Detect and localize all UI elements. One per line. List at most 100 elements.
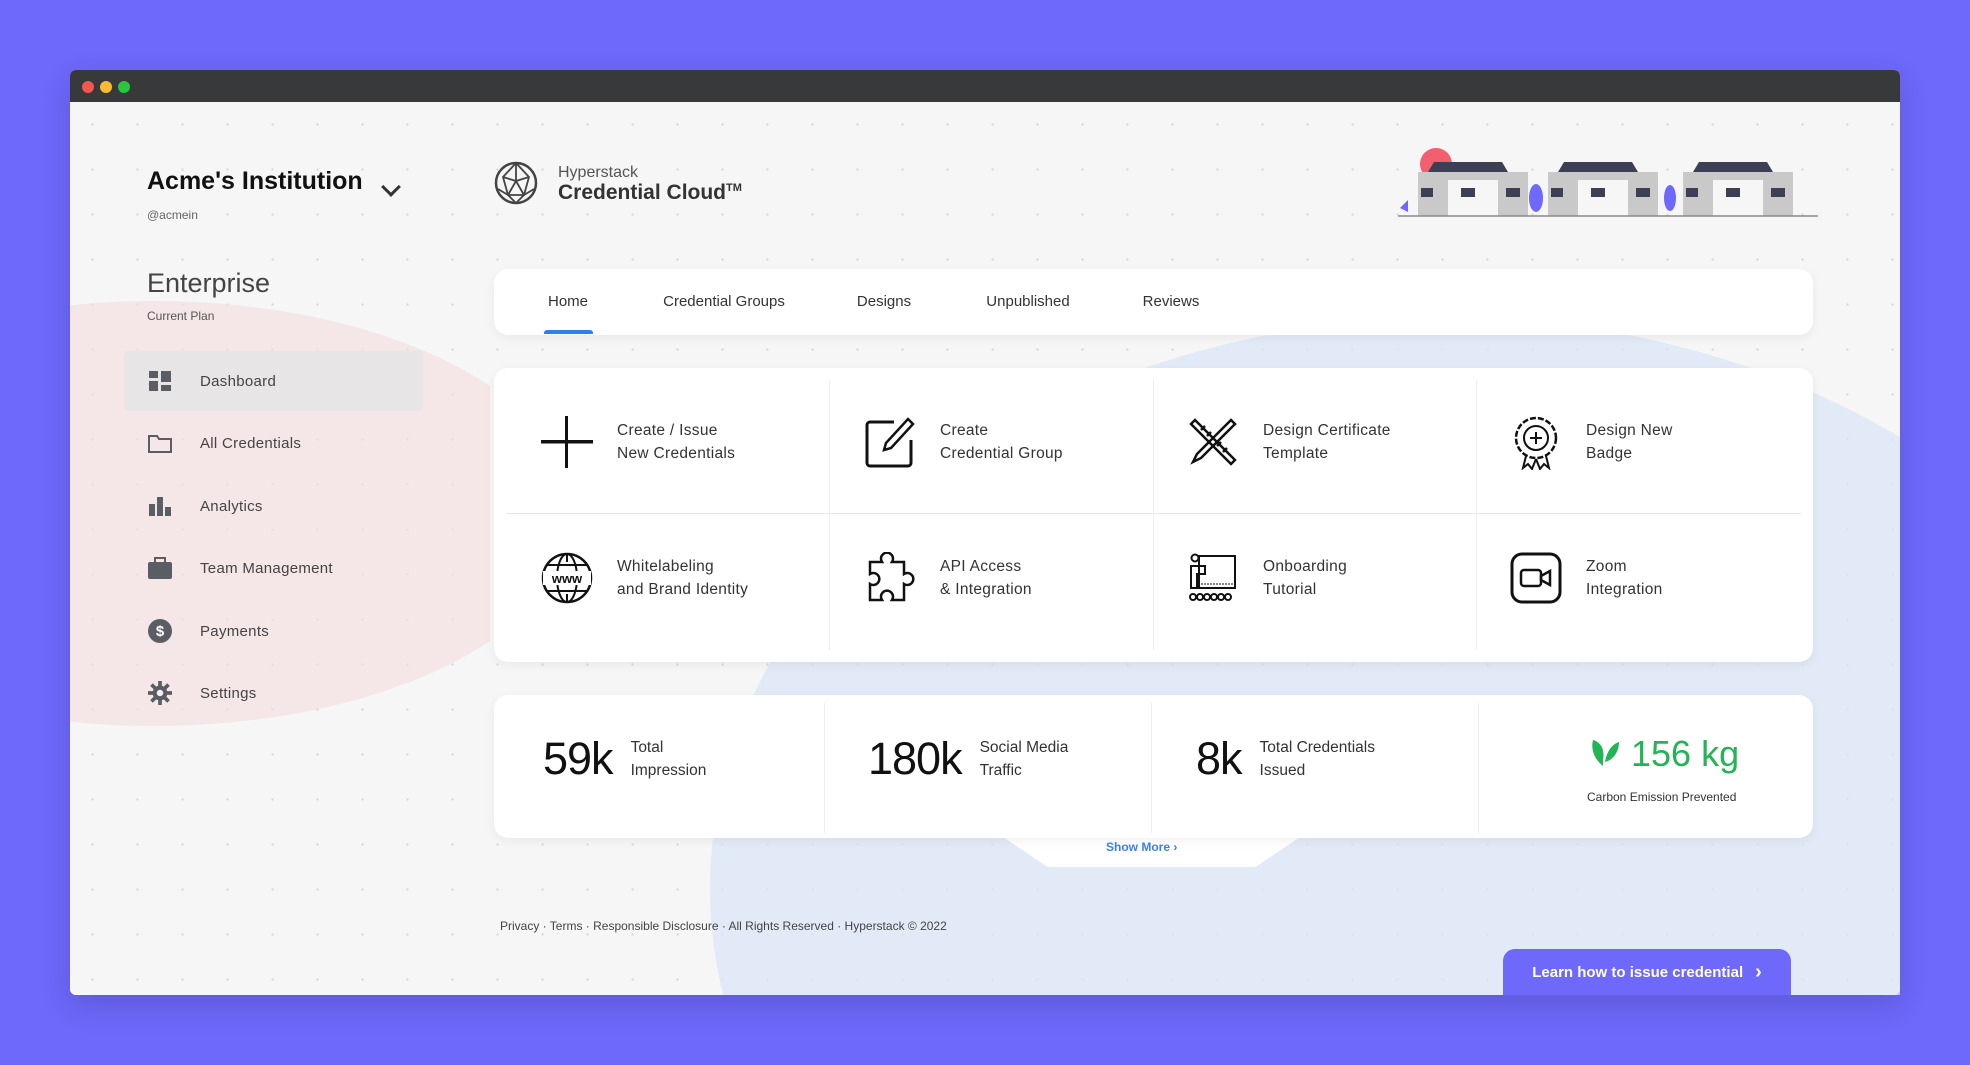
active-tab-indicator xyxy=(544,330,593,334)
tab-unpublished[interactable]: Unpublished xyxy=(986,293,1070,310)
action-label: Design Certificate xyxy=(1263,422,1391,439)
puzzle-icon xyxy=(862,550,918,606)
sidebar-item-label: Analytics xyxy=(200,497,263,515)
action-label: Create xyxy=(940,422,989,439)
divider xyxy=(1478,703,1479,833)
action-label: and Brand Identity xyxy=(617,581,749,598)
action-whitelabeling[interactable]: www Whitelabeling and Brand Identity xyxy=(539,550,748,606)
sidebar-item-label: All Credentials xyxy=(200,434,302,452)
action-create-issue-credentials[interactable]: Create / Issue New Credentials xyxy=(539,414,735,470)
app-content: Acme's Institution @acmein Enterprise Cu… xyxy=(70,102,1900,995)
divider xyxy=(506,513,1801,514)
minimize-window-button[interactable] xyxy=(100,81,112,93)
tab-reviews[interactable]: Reviews xyxy=(1142,293,1200,310)
dollar-icon: $ xyxy=(148,619,172,643)
action-label: Zoom xyxy=(1586,558,1627,575)
action-design-certificate-template[interactable]: Design Certificate Template xyxy=(1185,414,1391,470)
close-window-button[interactable] xyxy=(82,81,94,93)
chevron-down-icon[interactable] xyxy=(381,177,401,197)
stat-value: 8k xyxy=(1196,733,1243,784)
show-more-label: Show More xyxy=(1106,840,1171,854)
briefcase-icon xyxy=(148,557,172,579)
svg-text:$: $ xyxy=(156,623,165,640)
divider xyxy=(824,703,825,833)
institution-handle: @acmein xyxy=(147,208,198,222)
plan-name: Enterprise xyxy=(147,268,271,298)
action-label: New Credentials xyxy=(617,445,736,462)
action-label: Create / Issue xyxy=(617,422,718,439)
badge-icon xyxy=(1508,414,1564,470)
action-label: API Access xyxy=(940,558,1022,575)
trademark: TM xyxy=(726,182,742,194)
sidebar-item-payments[interactable]: $ Payments xyxy=(124,601,423,661)
learn-issue-credential-button[interactable]: Learn how to issue credential › xyxy=(1503,949,1791,995)
sidebar-item-label: Dashboard xyxy=(200,372,277,390)
sidebar-item-dashboard[interactable]: Dashboard xyxy=(124,351,423,411)
action-onboarding-tutorial[interactable]: Onboarding Tutorial xyxy=(1185,550,1347,606)
action-label: Credential Group xyxy=(940,445,1063,462)
plus-icon xyxy=(539,414,595,470)
action-label: & Integration xyxy=(940,581,1032,598)
tab-home[interactable]: Home xyxy=(547,293,589,310)
carbon-label: Carbon Emission Prevented xyxy=(1587,790,1737,804)
edit-icon xyxy=(862,414,918,470)
stat-value: 180k xyxy=(868,733,963,784)
sidebar-item-label: Payments xyxy=(200,622,270,640)
chevron-right-icon: › xyxy=(1755,960,1762,983)
video-camera-icon xyxy=(1508,550,1564,606)
show-more-tab xyxy=(1003,837,1300,867)
action-create-credential-group[interactable]: Create Credential Group xyxy=(862,414,1063,470)
presentation-icon xyxy=(1185,550,1241,606)
action-label: Design New xyxy=(1586,422,1673,439)
sidebar-item-all-credentials[interactable]: All Credentials xyxy=(124,413,423,473)
brand-product-name: Credential Cloud xyxy=(558,181,727,204)
stat-label: Total xyxy=(630,739,664,756)
tab-credential-groups[interactable]: Credential Groups xyxy=(663,293,785,310)
action-label: Tutorial xyxy=(1263,581,1317,598)
sidebar-item-team-management[interactable]: Team Management xyxy=(124,538,423,598)
svg-text:www: www xyxy=(551,571,583,586)
divider xyxy=(1151,703,1152,833)
sidebar-item-analytics[interactable]: Analytics xyxy=(124,476,423,536)
browser-window: Acme's Institution @acmein Enterprise Cu… xyxy=(70,70,1900,995)
divider xyxy=(829,380,830,650)
brand-product: Credential CloudTM xyxy=(558,181,742,205)
globe-www-icon: www xyxy=(539,550,595,606)
action-label: Onboarding xyxy=(1263,558,1348,575)
stat-label: Social Media xyxy=(979,739,1069,756)
hyperstack-logo-icon xyxy=(494,161,538,210)
stat-label: Total Credentials xyxy=(1259,739,1375,756)
sidebar-item-label: Team Management xyxy=(200,559,333,577)
sidebar-item-settings[interactable]: Settings xyxy=(124,663,423,723)
footer-links[interactable]: Privacy · Terms · Responsible Disclosure… xyxy=(500,919,947,933)
houses-illustration xyxy=(1398,148,1818,225)
stat-label: Impression xyxy=(630,762,707,779)
stat-social-media-traffic: 180k Social Media Traffic xyxy=(868,733,1068,785)
action-design-new-badge[interactable]: Design New Badge xyxy=(1508,414,1673,470)
action-label: Badge xyxy=(1586,445,1633,462)
cta-label: Learn how to issue credential xyxy=(1532,963,1744,981)
action-label: Whitelabeling xyxy=(617,558,714,575)
maximize-window-button[interactable] xyxy=(118,81,130,93)
stats-card: 59k Total Impression 180k Social Media Tra… xyxy=(494,695,1813,838)
action-label: Template xyxy=(1263,445,1329,462)
institution-name[interactable]: Acme's Institution xyxy=(147,167,363,195)
show-more-link[interactable]: Show More › xyxy=(1106,840,1177,854)
tab-designs[interactable]: Designs xyxy=(856,293,912,310)
divider xyxy=(1476,380,1477,650)
stat-label: Issued xyxy=(1259,762,1306,779)
carbon-value: 156 kg xyxy=(1631,733,1740,774)
folder-icon xyxy=(148,433,172,453)
chevron-right-icon: › xyxy=(1173,840,1178,854)
tab-bar: Home Credential Groups Designs Unpublish… xyxy=(494,269,1813,335)
dashboard-icon xyxy=(148,371,172,391)
stat-carbon: 156 kg xyxy=(1589,733,1739,775)
quick-actions-card: Create / Issue New Credentials Create Cred… xyxy=(494,368,1813,662)
sidebar-item-label: Settings xyxy=(200,684,257,702)
plan-label: Current Plan xyxy=(147,309,215,323)
action-zoom-integration[interactable]: Zoom Integration xyxy=(1508,550,1663,606)
action-label: Integration xyxy=(1586,581,1663,598)
action-api-access[interactable]: API Access & Integration xyxy=(862,550,1032,606)
leaf-icon xyxy=(1589,736,1621,773)
stat-total-impression: 59k Total Impression xyxy=(543,733,706,785)
